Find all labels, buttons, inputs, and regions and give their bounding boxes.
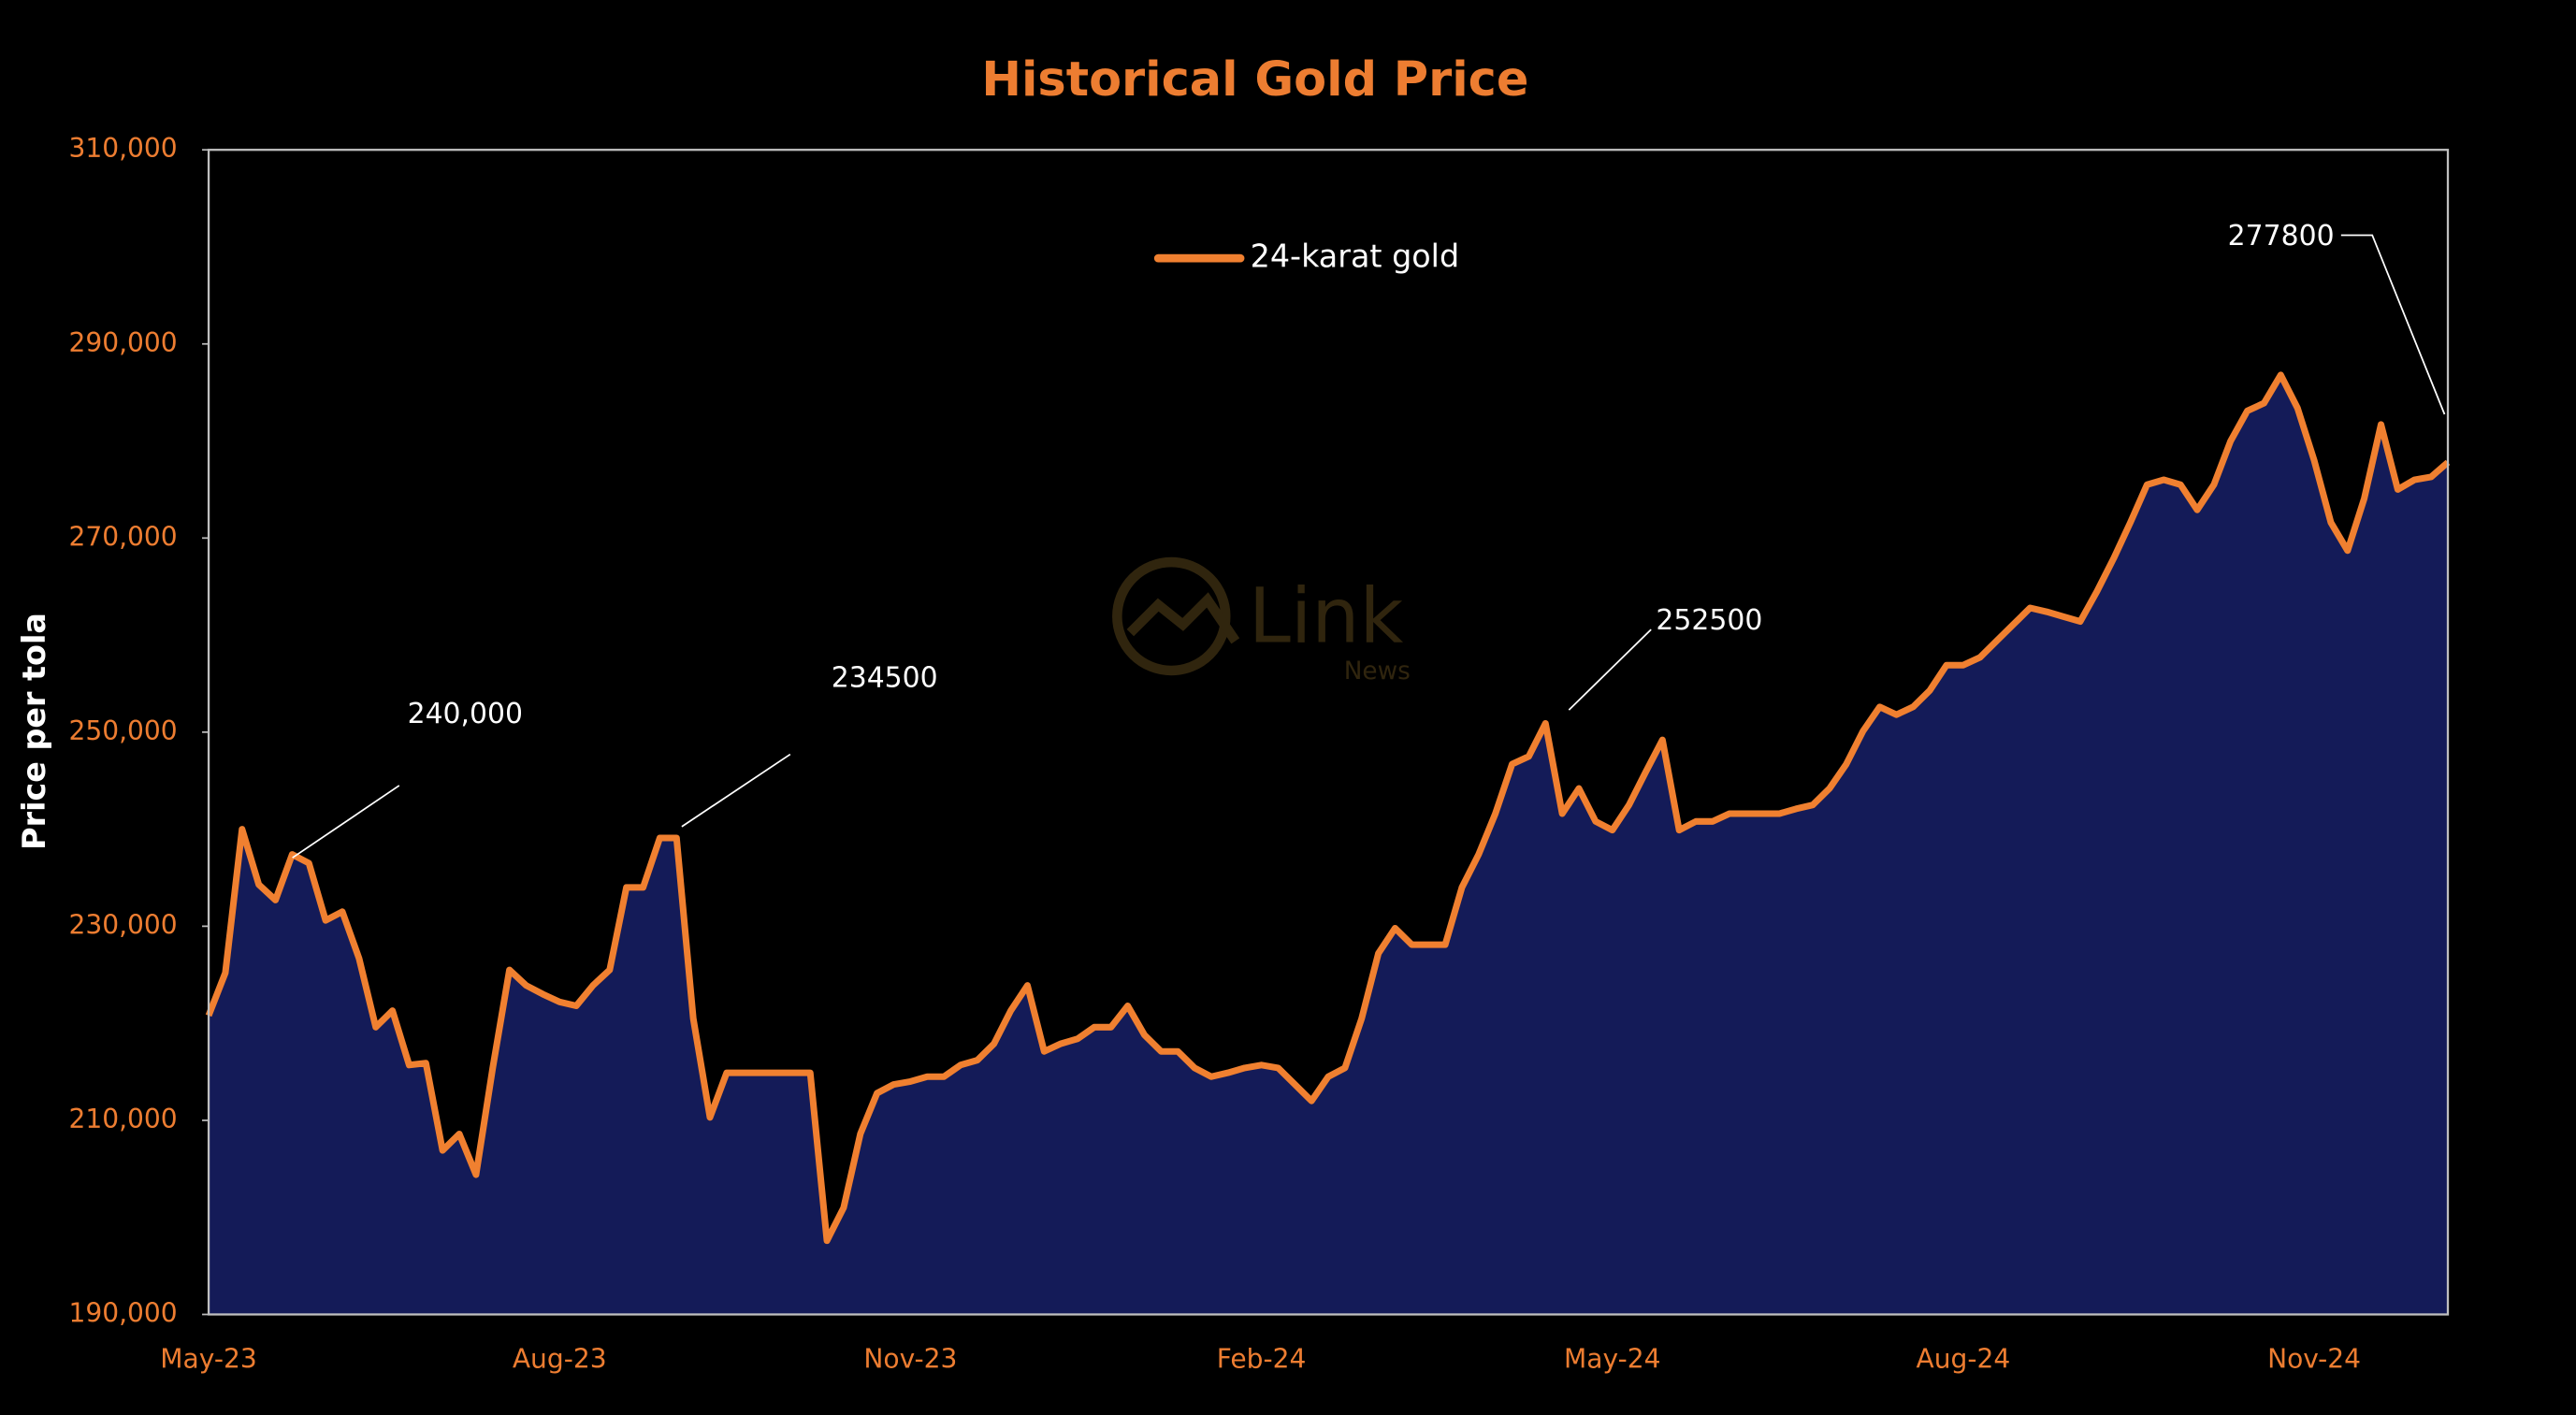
annotation-leader: [681, 753, 791, 828]
y-tick-label: 270,000: [69, 521, 178, 552]
x-tick-label: May-24: [1564, 1344, 1660, 1375]
annotation-leader: [292, 785, 400, 859]
watermark-text: News: [1344, 657, 1411, 686]
x-tick-label: Nov-24: [2267, 1344, 2361, 1375]
y-tick-label: 290,000: [69, 327, 178, 358]
chart-title: Historical Gold Price: [981, 52, 1528, 108]
x-tick-label: Feb-24: [1217, 1344, 1307, 1375]
watermark-logo: [1112, 556, 1231, 676]
annotation-leader: [2340, 234, 2446, 415]
watermark-text: Link: [1249, 572, 1404, 660]
y-tick-label: 250,000: [69, 715, 178, 746]
y-tick-label: 210,000: [69, 1104, 178, 1134]
x-tick-label: Aug-24: [1917, 1344, 2011, 1375]
annotation: 240,000: [408, 698, 523, 730]
watermark: Link News: [1112, 556, 1411, 686]
annotation: 277800: [2228, 220, 2335, 253]
line: [205, 371, 2451, 1245]
annotation-leader: [1568, 628, 1652, 711]
x-tick-label: Aug-23: [513, 1344, 607, 1375]
x-tick-label: Nov-23: [863, 1344, 957, 1375]
annotation: 234500: [832, 661, 938, 694]
area-fill: [209, 374, 2449, 1315]
annotation: 252500: [1656, 604, 1762, 637]
y-tick-label: 230,000: [69, 909, 178, 940]
y-tick-label: 310,000: [69, 133, 178, 164]
y-tick-label: 190,000: [69, 1297, 178, 1328]
y-axis-label: Price per tola: [16, 613, 52, 850]
x-tick-label: May-23: [160, 1344, 256, 1375]
watermark-logo: [1126, 592, 1240, 644]
legend-label: 24-karat gold: [1251, 238, 1460, 275]
plot-frame: [207, 149, 2450, 1316]
